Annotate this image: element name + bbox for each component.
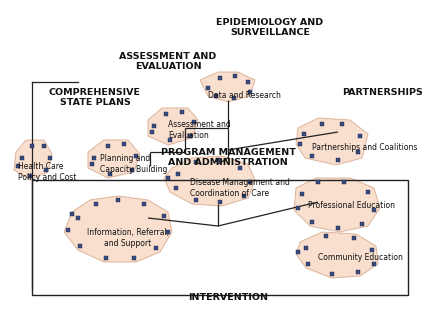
Text: Data and Research: Data and Research	[208, 91, 281, 100]
Text: Assessment and
Evaluation: Assessment and Evaluation	[168, 120, 231, 140]
Polygon shape	[200, 72, 255, 102]
Text: Community Education: Community Education	[318, 253, 403, 263]
Text: Planning and
Capacity Building: Planning and Capacity Building	[100, 154, 167, 174]
Text: COMPREHENSIVE
STATE PLANS: COMPREHENSIVE STATE PLANS	[49, 88, 141, 107]
Text: EPIDEMIOLOGY AND
SURVEILLANCE: EPIDEMIOLOGY AND SURVEILLANCE	[217, 18, 323, 37]
Polygon shape	[296, 118, 368, 165]
Text: Professional Education: Professional Education	[308, 202, 395, 210]
Polygon shape	[88, 140, 140, 178]
Text: Disease Management and
Coordination of Care: Disease Management and Coordination of C…	[190, 178, 290, 198]
Text: INTERVENTION: INTERVENTION	[188, 293, 268, 302]
Text: ASSESSMENT AND
EVALUATION: ASSESSMENT AND EVALUATION	[119, 52, 217, 71]
Text: Partnerships and Coalitions: Partnerships and Coalitions	[312, 143, 417, 153]
Text: Health Care
Policy and Cost: Health Care Policy and Cost	[18, 162, 76, 182]
Text: Information, Referral,
and Support: Information, Referral, and Support	[87, 228, 169, 248]
Polygon shape	[148, 108, 198, 145]
Polygon shape	[14, 140, 52, 180]
Polygon shape	[64, 196, 172, 262]
Polygon shape	[164, 156, 255, 206]
Text: PROGRAM MANAGEMENT
AND ADMINISTRATION: PROGRAM MANAGEMENT AND ADMINISTRATION	[160, 148, 295, 167]
Polygon shape	[296, 232, 378, 278]
Polygon shape	[294, 178, 380, 232]
Bar	[32, 180, 408, 295]
Text: PARTNERSHIPS: PARTNERSHIPS	[342, 88, 424, 97]
